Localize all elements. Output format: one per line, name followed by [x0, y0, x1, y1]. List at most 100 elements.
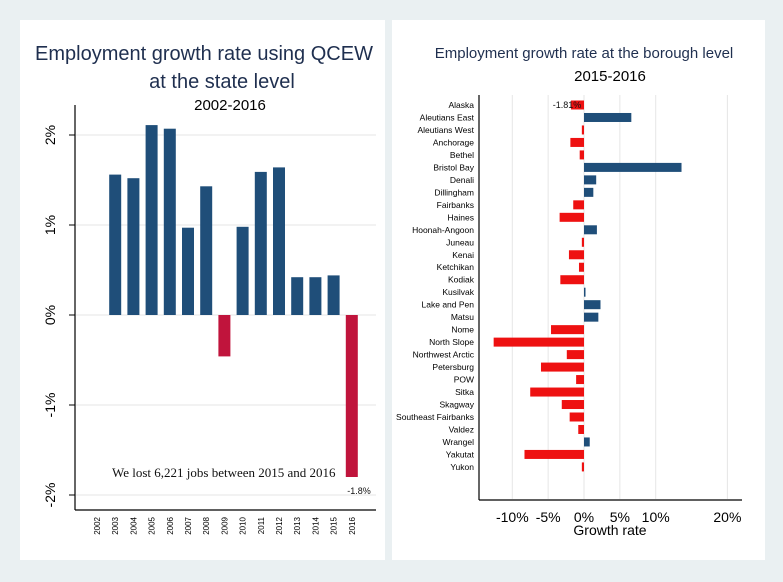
state-bar	[200, 186, 213, 315]
state-x-tick-label: 2003	[111, 516, 120, 534]
borough-label: Aleutians West	[417, 125, 474, 135]
state-bar	[163, 128, 176, 315]
borough-bar	[571, 100, 584, 110]
state-chart-title: Employment growth rate using QCEW	[35, 43, 373, 65]
state-chart-subtitle: 2002-2016	[194, 97, 266, 114]
state-x-tick-label: 2011	[257, 516, 266, 534]
borough-label: Juneau	[446, 237, 474, 247]
state-x-tick-label: 2015	[330, 516, 339, 534]
borough-label: Northwest Arctic	[413, 350, 475, 360]
borough-label: Sitka	[455, 387, 474, 397]
state-bar	[345, 315, 358, 477]
borough-label: North Slope	[429, 337, 474, 347]
borough-label: Kusilvak	[442, 287, 474, 297]
state-data-label: -1.8%	[347, 486, 371, 496]
state-bar	[236, 226, 249, 315]
borough-label: Dillingham	[434, 187, 474, 197]
borough-bar	[570, 137, 584, 147]
borough-bar	[584, 112, 632, 122]
borough-label: Yakutat	[446, 449, 475, 459]
borough-bar	[584, 175, 597, 185]
borough-bar	[584, 162, 682, 172]
borough-x-tick-label: -10%	[496, 509, 529, 525]
state-y-tick-label: 1%	[42, 215, 58, 235]
borough-x-tick-label: 0%	[574, 509, 594, 525]
borough-x-axis-label: Growth rate	[573, 522, 646, 538]
borough-label: POW	[454, 375, 474, 385]
borough-label: Wrangel	[443, 437, 475, 447]
borough-label: Kenai	[452, 250, 474, 260]
borough-chart-title: Employment growth rate at the borough le…	[435, 45, 734, 62]
borough-bar	[581, 462, 584, 472]
borough-bar	[573, 200, 584, 210]
state-x-tick-label: 2014	[311, 516, 320, 534]
borough-bar	[578, 262, 584, 272]
borough-bar	[576, 375, 584, 385]
borough-bar	[559, 212, 584, 222]
borough-bar	[566, 350, 584, 360]
state-bar	[309, 277, 322, 315]
state-bar	[291, 277, 304, 315]
state-annotation: We lost 6,221 jobs between 2015 and 2016	[112, 465, 336, 480]
borough-label: Matsu	[451, 312, 474, 322]
borough-bar	[561, 400, 584, 410]
borough-label: Kodiak	[448, 275, 475, 285]
state-bar	[273, 167, 285, 315]
state-x-tick-label: 2004	[129, 516, 138, 534]
borough-chart: Employment growth rate at the borough le…	[396, 45, 742, 538]
state-y-tick-label: 2%	[42, 125, 58, 145]
state-bar	[127, 178, 140, 315]
borough-x-tick-label: 5%	[610, 509, 630, 525]
state-bar	[109, 174, 122, 315]
borough-label: Bethel	[450, 150, 474, 160]
borough-bar	[579, 150, 584, 160]
borough-bar	[584, 187, 594, 197]
state-x-tick-label: 2012	[275, 516, 284, 534]
borough-bar	[493, 337, 584, 347]
borough-bar	[578, 424, 584, 434]
borough-bar	[581, 237, 584, 247]
borough-label: Haines	[448, 212, 474, 222]
borough-label: Ketchikan	[437, 262, 475, 272]
state-chart: Employment growth rate using QCEW at the…	[35, 43, 376, 535]
borough-label: Petersburg	[432, 362, 474, 372]
state-bar	[254, 171, 267, 315]
borough-bar	[530, 387, 584, 397]
state-x-tick-label: 2013	[293, 516, 302, 534]
borough-bar	[568, 250, 584, 260]
state-x-tick-label: 2010	[239, 516, 248, 534]
borough-data-label: -1.81%	[553, 100, 582, 110]
state-y-tick-label: 0%	[42, 305, 58, 325]
borough-bar	[540, 362, 584, 372]
borough-bar	[524, 449, 584, 459]
borough-label: Fairbanks	[437, 200, 474, 210]
state-bar	[327, 275, 340, 315]
state-x-tick-label: 2016	[348, 516, 357, 534]
borough-bar	[584, 312, 599, 322]
borough-chart-panel	[392, 20, 765, 560]
borough-bar	[551, 325, 584, 335]
borough-bar	[569, 412, 584, 422]
borough-label: Bristol Bay	[433, 162, 474, 172]
borough-x-tick-label: 20%	[713, 509, 741, 525]
borough-bar	[560, 275, 584, 285]
borough-label: Anchorage	[433, 137, 474, 147]
borough-bar	[584, 300, 601, 310]
borough-label: Hoonah-Angoon	[412, 225, 474, 235]
state-y-tick-label: -2%	[42, 483, 58, 508]
borough-label: Skagway	[440, 400, 475, 410]
state-x-tick-label: 2006	[166, 516, 175, 534]
borough-x-tick-label: -5%	[536, 509, 561, 525]
state-x-tick-label: 2005	[148, 516, 157, 534]
borough-label: Valdez	[449, 424, 474, 434]
borough-bar	[584, 225, 597, 235]
state-bar	[218, 315, 231, 357]
borough-label: Yukon	[450, 462, 474, 472]
borough-label: Lake and Pen	[422, 300, 475, 310]
state-bar	[145, 125, 158, 315]
state-y-tick-label: -1%	[42, 393, 58, 418]
state-x-tick-label: 2007	[184, 516, 193, 534]
state-x-tick-label: 2002	[93, 516, 102, 534]
borough-label: Southeast Fairbanks	[396, 412, 474, 422]
